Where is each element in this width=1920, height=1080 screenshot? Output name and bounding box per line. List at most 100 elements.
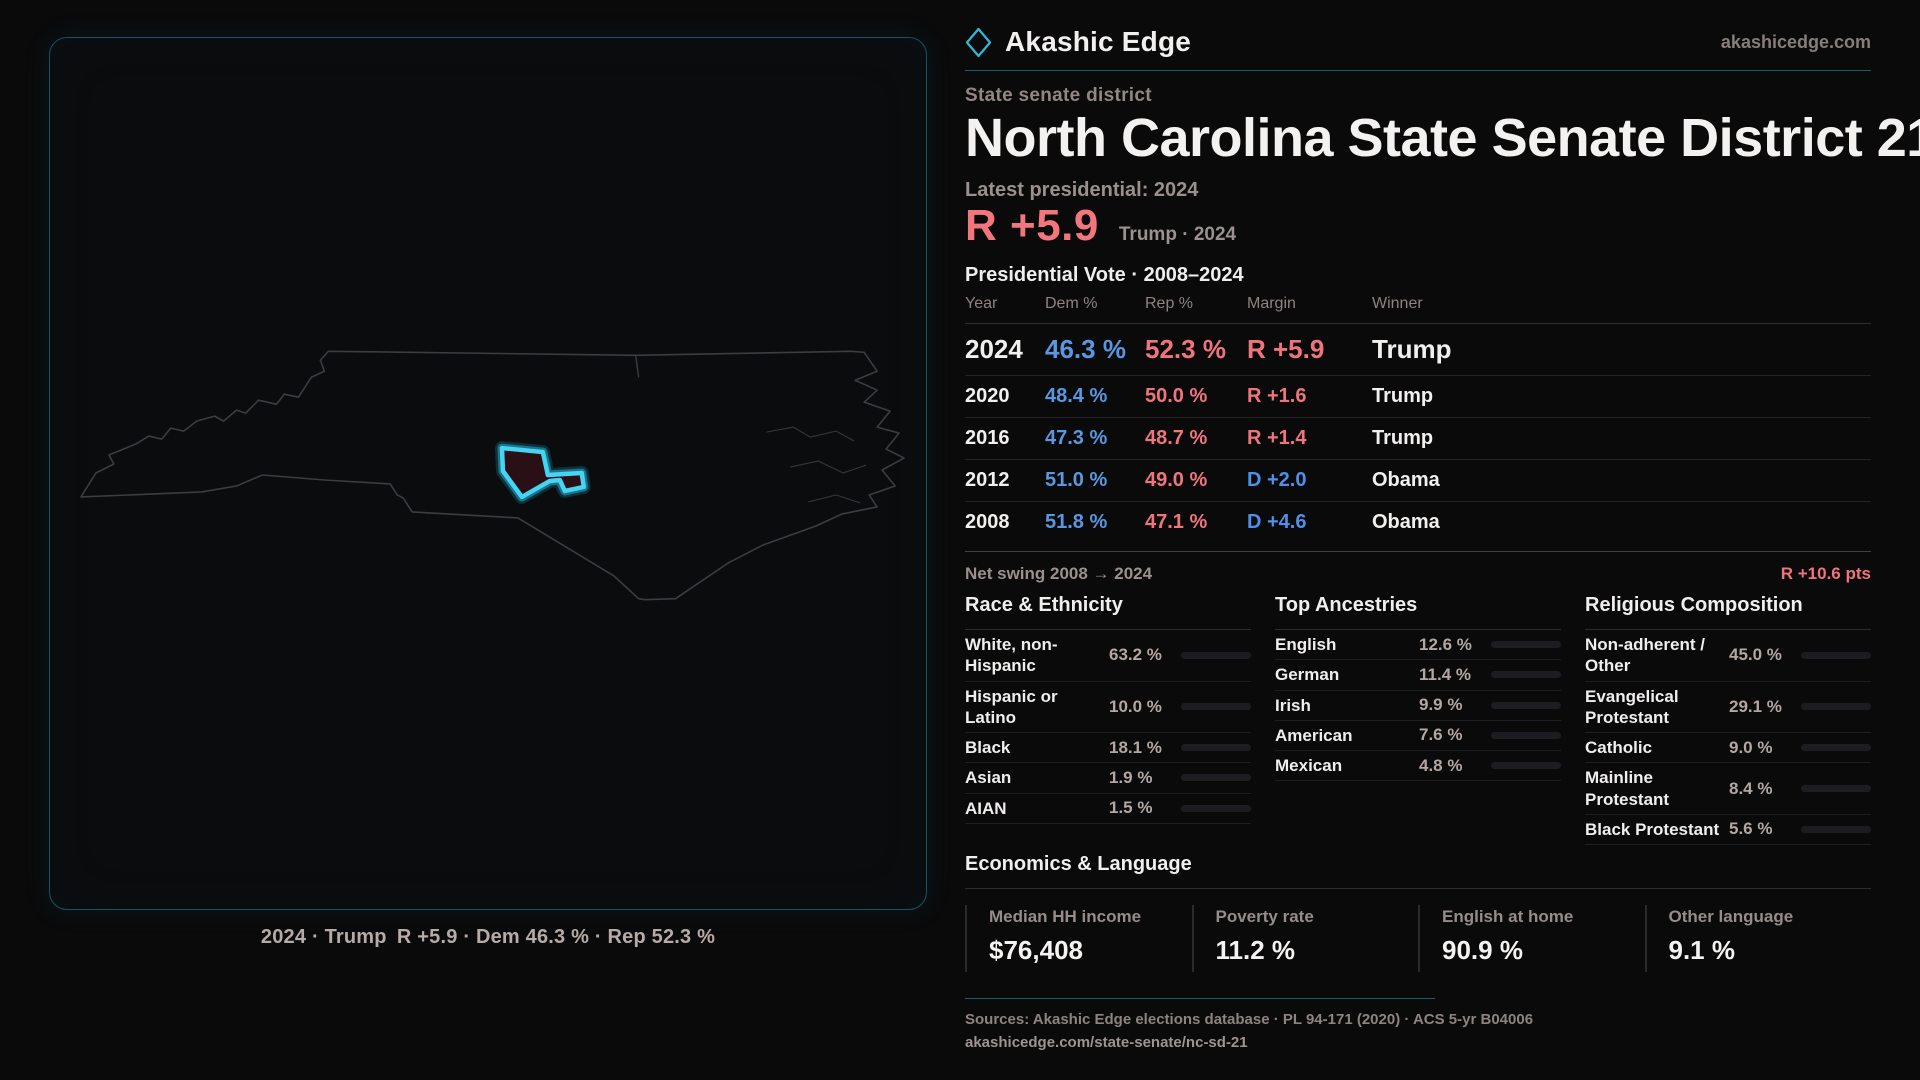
demo-label: Non-adherent / Other: [1585, 635, 1705, 676]
demo-value: 29.1 %: [1729, 696, 1782, 716]
econ-card-other-language: Other language 9.1 %: [1644, 905, 1872, 972]
demo-label: Mexican: [1275, 756, 1343, 775]
margin-cell: D +2.0: [1247, 469, 1307, 491]
map-section: 2024 · Trump R +5.9 · Dem 46.3 % · Rep 5…: [0, 0, 928, 1080]
demo-value: 9.0 %: [1729, 737, 1773, 757]
winner-cell: Trump: [1372, 334, 1452, 364]
net-swing-label: Net swing 2008 → 2024: [965, 564, 1153, 583]
demo-label: Black Protestant: [1585, 819, 1720, 839]
demo-bar: [1801, 825, 1871, 833]
section-title: Religious Composition: [1585, 594, 1871, 630]
year-cell: 2016: [965, 427, 1010, 449]
economics-cards: Median HH income $76,408 Poverty rate 11…: [965, 905, 1871, 972]
vote-row-2024: 2024 46.3 % 52.3 % R +5.9 Trump: [965, 324, 1871, 376]
dem-cell: 51.8 %: [1045, 511, 1108, 533]
net-swing-row: Net swing 2008 → 2024 R +10.6 pts: [965, 552, 1871, 592]
demo-label: Black: [965, 738, 1011, 757]
section-title: Economics & Language: [965, 853, 1871, 889]
demo-bar: [1801, 651, 1871, 659]
year-cell: 2008: [965, 511, 1010, 533]
demo-value: 9.9 %: [1419, 695, 1463, 715]
demo-label: White, non-Hispanic: [965, 635, 1058, 676]
section-race: Race & Ethnicity White, non-Hispanic 63.…: [965, 594, 1251, 845]
demo-label: Evangelical Protestant: [1585, 686, 1679, 727]
col-header-rep: Rep %: [1145, 295, 1194, 312]
econ-label: Other language: [1668, 907, 1794, 926]
demo-row: Catholic 9.0 %: [1585, 733, 1871, 764]
demo-row: AIAN 1.5 %: [965, 794, 1251, 824]
rep-cell: 49.0 %: [1145, 469, 1208, 491]
headline-margin-row: R +5.9 Trump · 2024: [965, 204, 1920, 248]
demo-value: 1.5 %: [1109, 798, 1153, 818]
demo-label: Asian: [965, 768, 1012, 788]
year-cell: 2024: [965, 334, 1023, 364]
econ-value: $76,408: [989, 935, 1083, 965]
demo-value: 1.9 %: [1109, 767, 1153, 787]
demo-bar: [1491, 762, 1561, 770]
brand-domain: akashicedge.com: [1720, 31, 1871, 52]
winner-cell: Obama: [1372, 469, 1440, 491]
margin-value: R +5.9: [965, 201, 1099, 250]
border-notch-line: [634, 355, 640, 378]
section-religion: Religious Composition Non-adherent / Oth…: [1585, 594, 1871, 845]
demo-row: Hispanic or Latino 10.0 %: [965, 682, 1251, 733]
demo-label: Hispanic or Latino: [965, 686, 1058, 727]
winner-cell: Obama: [1372, 511, 1440, 533]
section-title: Top Ancestries: [1275, 594, 1561, 630]
demo-value: 12.6 %: [1419, 634, 1472, 654]
nc-map-panel: [49, 37, 927, 910]
demo-label: American: [1275, 725, 1353, 745]
rep-cell: 47.1 %: [1145, 511, 1208, 533]
col-header-year: Year: [965, 295, 998, 312]
demo-label: English: [1275, 635, 1337, 654]
diamond-icon: [965, 27, 992, 57]
vote-row-2008: 2008 51.8 % 47.1 % D +4.6 Obama: [965, 502, 1871, 543]
coastal-sound-lines: [766, 426, 867, 504]
demographics-grid: Race & Ethnicity White, non-Hispanic 63.…: [965, 594, 1871, 845]
demo-bar: [1181, 744, 1251, 752]
margin-cell: R +1.6: [1247, 385, 1307, 407]
demo-value: 7.6 %: [1419, 725, 1463, 745]
brand-name: Akashic Edge: [1005, 26, 1192, 57]
demo-row: German 11.4 %: [1275, 660, 1561, 691]
demo-row: Black Protestant 5.6 %: [1585, 815, 1871, 845]
latest-presidential-label: Latest presidential: 2024: [965, 179, 1199, 201]
econ-label: Median HH income: [989, 907, 1142, 926]
demo-value: 5.6 %: [1729, 819, 1773, 839]
econ-label: Poverty rate: [1215, 907, 1314, 926]
section-economics: Economics & Language Median HH income $7…: [965, 853, 1871, 972]
econ-value: 11.2 %: [1215, 935, 1296, 965]
nc-state-outline: [80, 350, 905, 601]
margin-cell: R +5.9: [1247, 334, 1325, 364]
demo-value: 8.4 %: [1729, 778, 1773, 798]
dem-cell: 46.3 %: [1045, 334, 1126, 364]
demo-bar: [1801, 785, 1871, 792]
kicker: State senate district: [965, 85, 1152, 106]
section-title: Race & Ethnicity: [965, 594, 1251, 630]
demo-bar: [1181, 804, 1251, 812]
footer: Sources: Akashic Edge elections database…: [965, 998, 1920, 1051]
econ-value: 9.1 %: [1668, 935, 1736, 965]
demo-row: English 12.6 %: [1275, 630, 1561, 661]
econ-card-poverty-rate: Poverty rate 11.2 %: [1191, 905, 1419, 972]
footer-divider: [965, 998, 1435, 999]
margin-context: Trump · 2024: [1118, 224, 1237, 245]
demo-value: 63.2 %: [1109, 645, 1162, 665]
demo-value: 4.8 %: [1419, 755, 1463, 775]
rep-cell: 50.0 %: [1145, 385, 1208, 407]
rep-cell: 52.3 %: [1145, 334, 1226, 364]
section-ancestries: Top Ancestries English 12.6 % German 11.…: [1275, 594, 1561, 845]
year-cell: 2012: [965, 469, 1010, 491]
demo-bar: [1801, 703, 1871, 711]
demo-bar: [1181, 651, 1251, 659]
demo-row: Black 18.1 %: [965, 733, 1251, 764]
sources-line: Sources: Akashic Edge elections database…: [965, 1011, 1534, 1028]
demo-bar: [1801, 744, 1871, 752]
demo-bar: [1181, 774, 1251, 782]
demo-value: 10.0 %: [1109, 696, 1162, 716]
demo-bar: [1181, 703, 1251, 711]
rep-cell: 48.7 %: [1145, 427, 1208, 449]
col-header-dem: Dem %: [1045, 295, 1098, 312]
econ-value: 90.9 %: [1442, 935, 1523, 965]
econ-card-median-income: Median HH income $76,408: [965, 905, 1192, 972]
